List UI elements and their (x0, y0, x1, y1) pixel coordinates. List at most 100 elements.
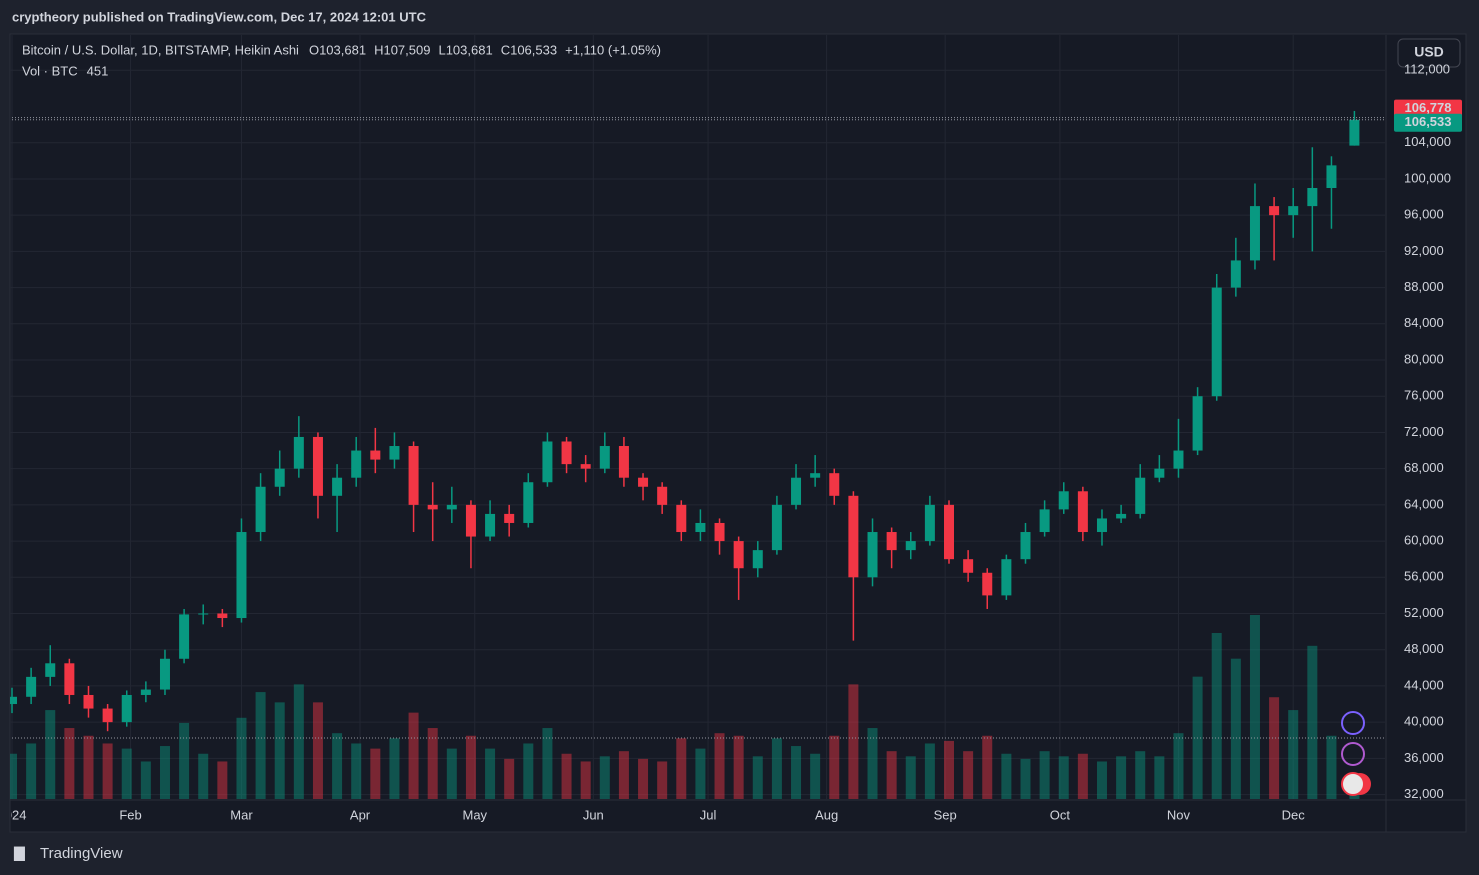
y-tick-label: 56,000 (1404, 569, 1444, 584)
y-tick-label: 72,000 (1404, 424, 1444, 439)
candle-body (485, 513, 496, 537)
volume-bar (236, 717, 247, 799)
volume-bar (714, 733, 725, 799)
change: +1,110 (+1.05%) (565, 42, 661, 57)
y-tick-label: 92,000 (1404, 243, 1444, 258)
candle-body (1154, 468, 1165, 478)
volume-bar (542, 728, 553, 799)
candle-body (351, 450, 362, 478)
volume-bar (1269, 697, 1280, 799)
volume-bar (599, 756, 610, 799)
volume-bar (963, 751, 974, 799)
volume-bar (1230, 658, 1241, 799)
volume-bar (1116, 756, 1127, 799)
volume-bar (198, 753, 209, 799)
candle-body (1326, 165, 1337, 188)
volume-bar (1326, 735, 1337, 799)
candle-body (1211, 287, 1222, 397)
price-tag-label: 106,533 (1405, 114, 1452, 129)
candle-body (198, 613, 209, 615)
y-tick-label: 76,000 (1404, 388, 1444, 403)
volume-bar (1039, 751, 1050, 799)
volume-bar (446, 748, 457, 799)
symbol: Bitcoin / U.S. Dollar, 1D, BITSTAMP, Hei… (22, 42, 299, 57)
volume-bar (485, 748, 496, 799)
volume-bar (752, 756, 763, 799)
volume-bar (121, 748, 132, 799)
candle-body (121, 694, 132, 723)
candle-body (580, 464, 591, 469)
y-tick-label: 40,000 (1404, 714, 1444, 729)
volume-bar (1154, 756, 1165, 799)
y-tick-label: 52,000 (1404, 605, 1444, 620)
price-tag (1394, 99, 1462, 118)
candle-body (599, 446, 610, 469)
volume-bar (140, 761, 151, 799)
plot (10, 110, 1385, 799)
candle-body (924, 504, 935, 542)
volume-bar (1020, 758, 1031, 799)
volume-bar (83, 735, 94, 799)
candle-body (389, 446, 400, 460)
volume-bar (1058, 756, 1069, 799)
candle-body (274, 468, 285, 487)
y-tick-label: 36,000 (1404, 750, 1444, 765)
volume-bar (255, 692, 266, 799)
candle-body (944, 504, 955, 560)
x-tick-label: Jun (583, 807, 604, 822)
x-tick-label: Jul (700, 807, 717, 822)
volume-bar (102, 743, 113, 799)
volume-bar (657, 761, 668, 799)
y-tick-label: 64,000 (1404, 496, 1444, 511)
volume-bar (1249, 615, 1260, 799)
candle-body (695, 522, 706, 533)
y-tick-label: 32,000 (1404, 786, 1444, 801)
volume-bar (64, 728, 75, 799)
candle-body (982, 572, 993, 596)
candle-body (1269, 206, 1280, 216)
volume-bar (867, 728, 878, 799)
x-tick-label: Aug (815, 807, 838, 822)
volume-bar (332, 733, 343, 799)
volume-bar (389, 738, 400, 799)
price-tag-label: 106,778 (1405, 100, 1452, 115)
candle-body (1307, 188, 1318, 207)
volume-bar (26, 743, 37, 799)
ohlc-value: 103,681 (319, 42, 366, 57)
volume-bar (408, 712, 419, 799)
icon-button[interactable] (1341, 742, 1365, 766)
volume-bar (580, 761, 591, 799)
candle-body (159, 658, 170, 690)
volume-bar (293, 684, 304, 799)
ohlc-value: 103,681 (446, 42, 493, 57)
currency[interactable]: USD (1414, 44, 1444, 60)
volume-bar (561, 753, 572, 799)
candle-body (657, 486, 668, 505)
candle-body (217, 613, 228, 619)
currency-button[interactable] (1397, 38, 1461, 68)
x-tick-label: 2024 (0, 807, 26, 822)
candle-body (26, 676, 37, 697)
volume-bar (1307, 645, 1318, 799)
y-tick-label: 84,000 (1404, 315, 1444, 330)
volume-bar (1173, 733, 1184, 799)
volume-bar (733, 735, 744, 799)
y-tick-label: 100,000 (1404, 170, 1451, 185)
volume-bar (638, 758, 649, 799)
volume-bar (10, 753, 17, 799)
candle-body (676, 504, 687, 533)
candle-body (102, 708, 113, 723)
icon-button[interactable] (1341, 772, 1365, 796)
volume-bar (1288, 710, 1299, 799)
candle-body (1173, 450, 1184, 469)
candle-body (1230, 260, 1241, 288)
volume-bar (312, 702, 323, 799)
icon-button[interactable] (1341, 711, 1365, 735)
candle-body (791, 477, 802, 505)
candle-body (1096, 518, 1107, 533)
candle-body (312, 436, 323, 496)
candle-body (64, 663, 75, 695)
volume-bar (1211, 632, 1222, 799)
volume-bar (217, 761, 228, 799)
candle-body (1349, 119, 1360, 146)
